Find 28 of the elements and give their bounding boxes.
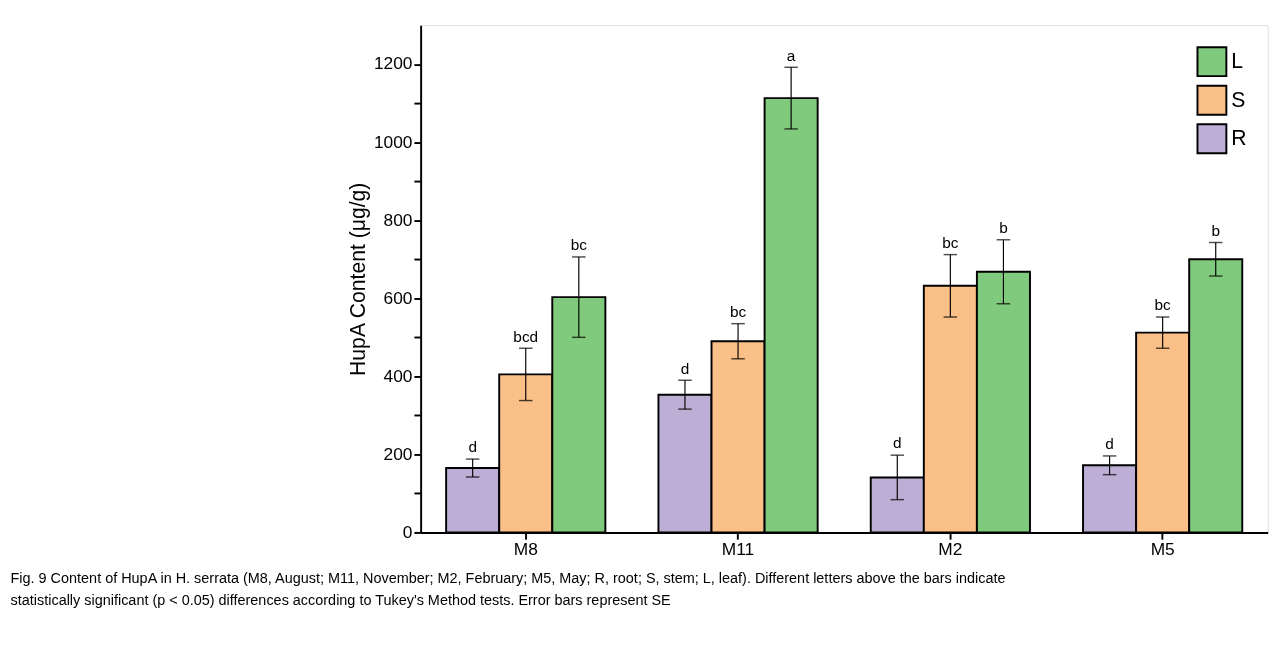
y-tick-label: 1200 — [373, 53, 413, 74]
data-label: d — [893, 434, 902, 452]
y-tick-label: 800 — [383, 209, 413, 230]
data-label: bc — [570, 236, 588, 254]
data-label: d — [680, 359, 690, 377]
x-tick-label: M2 — [938, 539, 963, 560]
legend-label: L — [1231, 49, 1244, 73]
data-label: a — [786, 46, 796, 64]
legend-label: R — [1231, 126, 1247, 150]
y-tick-label: 1000 — [373, 131, 413, 152]
data-label: bc — [729, 302, 747, 320]
y-tick-label: 0 — [402, 521, 413, 542]
legend-label: S — [1231, 87, 1246, 111]
caption: Fig. 9 Content of HupA in H. serrata (M8, August; M11, November; M2, February; M5, May; R, root; S, stem; L, leaf). Different letters above the bars indicate statistically significant (p < 0.05) differences according to Tukey's Method tests. Error bars represent SE — [10, 570, 1006, 608]
data-label: bc — [1154, 296, 1172, 314]
y-tick-label: 600 — [383, 287, 413, 308]
data-label: d — [468, 438, 477, 456]
data-label: b — [1211, 221, 1221, 239]
data-label: b — [999, 219, 1008, 237]
y-axis-title: HupA Content (μg/g) — [346, 182, 371, 376]
x-tick-label: M8 — [513, 539, 538, 560]
x-tick-label: M5 — [1150, 539, 1175, 560]
y-tick-label: 400 — [383, 365, 413, 386]
y-tick-label: 200 — [383, 443, 413, 464]
data-label: bc — [942, 233, 959, 251]
data-label: bcd — [513, 327, 539, 345]
x-tick-label: M11 — [721, 539, 755, 560]
data-label: d — [1105, 435, 1114, 453]
